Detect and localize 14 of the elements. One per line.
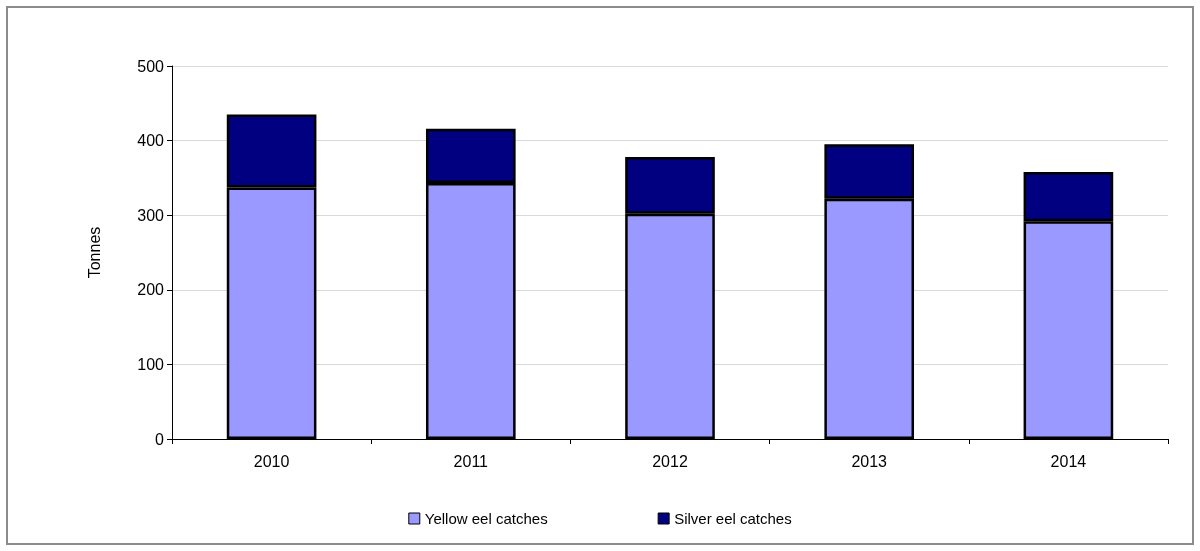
y-tick-label: 0 <box>155 430 165 448</box>
y-tick-label: 400 <box>137 132 165 150</box>
x-tick-label: 2014 <box>1050 452 1087 470</box>
legend-label: Silver eel catches <box>674 510 792 527</box>
y-axis-title: Tonnes <box>85 226 103 279</box>
y-tick-label: 500 <box>137 57 165 75</box>
x-tick-label: 2011 <box>453 452 489 470</box>
x-tick-label: 2012 <box>652 452 688 470</box>
y-tick-label: 200 <box>137 281 165 299</box>
y-tick-label: 100 <box>137 355 165 373</box>
y-tick-label: 300 <box>137 206 165 224</box>
x-tick-label: 2013 <box>851 452 888 470</box>
legend-label: Yellow eel catches <box>424 510 548 527</box>
x-tick-label: 2010 <box>253 452 290 470</box>
